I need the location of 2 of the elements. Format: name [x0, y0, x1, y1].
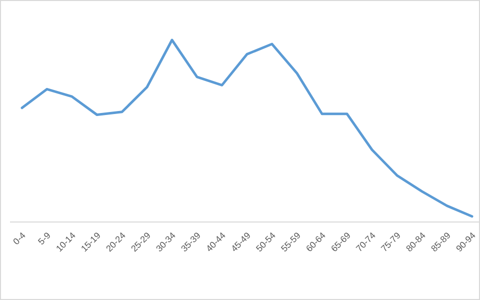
x-tick-label: 5-9	[36, 230, 52, 247]
x-tick-label: 0-4	[11, 230, 28, 247]
